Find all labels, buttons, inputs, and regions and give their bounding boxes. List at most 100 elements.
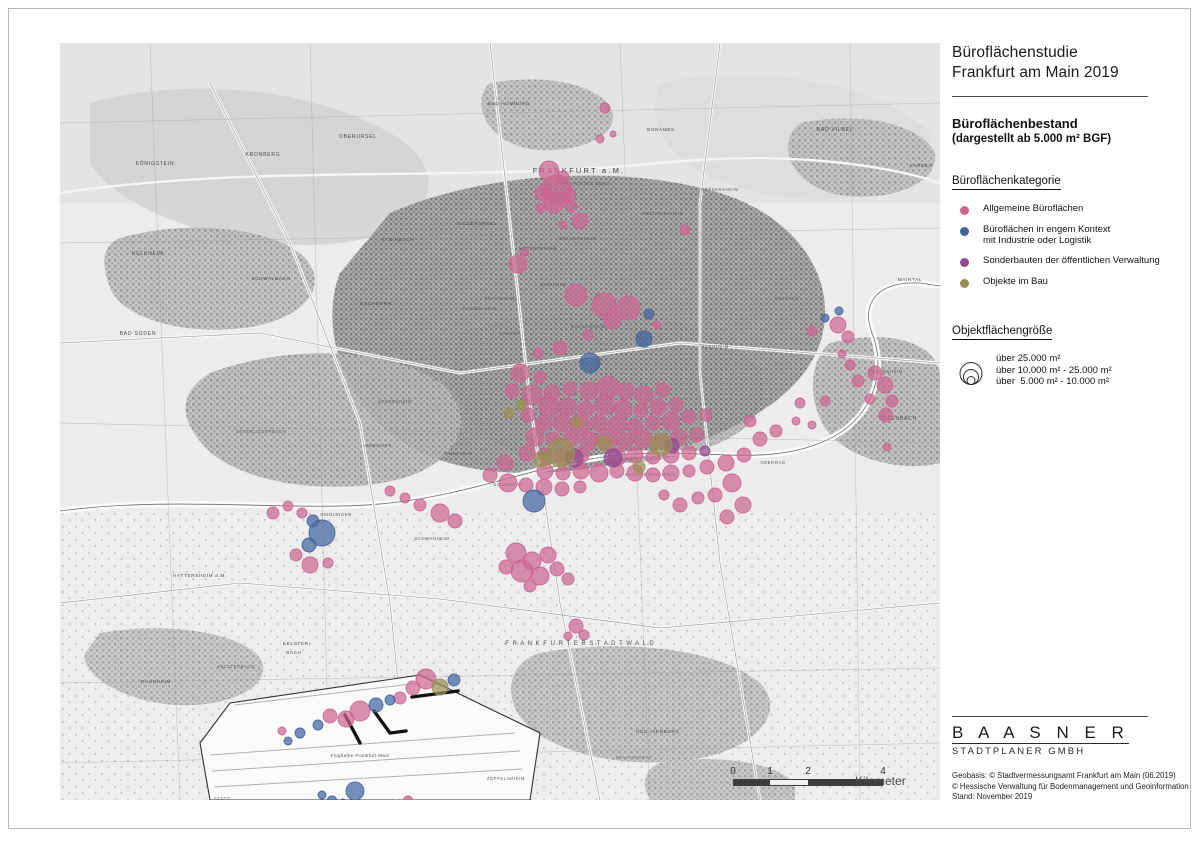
office-marker-general[interactable]: [851, 374, 865, 388]
office-marker-general[interactable]: [482, 467, 498, 483]
office-marker-general[interactable]: [734, 496, 752, 514]
office-marker-general[interactable]: [617, 382, 635, 400]
office-marker-general[interactable]: [791, 416, 801, 426]
office-marker-general[interactable]: [819, 395, 831, 407]
office-marker-general[interactable]: [532, 347, 544, 359]
office-marker-general[interactable]: [662, 464, 680, 482]
office-marker-general[interactable]: [530, 566, 550, 586]
office-marker-general[interactable]: [282, 500, 294, 512]
office-marker-general[interactable]: [573, 480, 587, 494]
office-marker-general[interactable]: [349, 700, 371, 722]
office-marker-general[interactable]: [579, 381, 599, 401]
office-marker-general[interactable]: [626, 446, 644, 464]
office-marker-general[interactable]: [564, 199, 578, 213]
office-marker-general[interactable]: [552, 340, 568, 356]
office-marker-general[interactable]: [539, 546, 557, 564]
office-marker-general[interactable]: [558, 220, 568, 230]
office-markers-layer[interactable]: [266, 102, 899, 800]
office-marker-administration[interactable]: [603, 448, 623, 468]
office-marker-general[interactable]: [521, 384, 543, 406]
office-marker-general[interactable]: [609, 130, 617, 138]
office-marker-general[interactable]: [837, 349, 847, 359]
office-marker-industry[interactable]: [326, 795, 338, 800]
office-marker-general[interactable]: [719, 509, 735, 525]
office-marker-general[interactable]: [743, 414, 757, 428]
map-canvas[interactable]: FRANKFURT a.M. FRANKFURTER BERG KÖNIGSTEIN…: [60, 43, 940, 800]
office-marker-general[interactable]: [266, 506, 280, 520]
office-marker-general[interactable]: [402, 795, 414, 800]
office-marker-general[interactable]: [595, 134, 605, 144]
office-marker-industry[interactable]: [635, 330, 653, 348]
office-marker-general[interactable]: [523, 579, 537, 593]
office-marker-general[interactable]: [520, 247, 530, 257]
office-marker-industry[interactable]: [368, 697, 384, 713]
office-marker-general[interactable]: [633, 429, 653, 449]
office-marker-general[interactable]: [538, 396, 560, 418]
office-marker-industry[interactable]: [522, 489, 546, 513]
office-marker-general[interactable]: [413, 498, 427, 512]
office-marker-construction[interactable]: [533, 450, 551, 468]
office-marker-general[interactable]: [652, 320, 662, 330]
office-marker-general[interactable]: [616, 432, 634, 450]
office-marker-general[interactable]: [549, 561, 565, 577]
office-marker-general[interactable]: [399, 492, 411, 504]
office-marker-general[interactable]: [645, 467, 661, 483]
office-marker-general[interactable]: [645, 415, 661, 431]
office-marker-general[interactable]: [589, 463, 609, 483]
office-marker-administration[interactable]: [699, 445, 711, 457]
office-marker-general[interactable]: [844, 359, 856, 371]
office-marker-general[interactable]: [552, 413, 572, 433]
office-marker-general[interactable]: [563, 631, 573, 641]
office-marker-general[interactable]: [582, 329, 594, 341]
office-marker-general[interactable]: [681, 445, 697, 461]
office-marker-general[interactable]: [496, 454, 514, 472]
office-marker-general[interactable]: [699, 459, 715, 475]
office-marker-general[interactable]: [699, 408, 713, 422]
office-marker-general[interactable]: [554, 481, 570, 497]
office-marker-construction[interactable]: [571, 416, 583, 428]
office-marker-general[interactable]: [535, 414, 553, 432]
office-marker-general[interactable]: [498, 473, 518, 493]
office-marker-construction[interactable]: [649, 433, 673, 457]
office-marker-general[interactable]: [504, 383, 520, 399]
office-marker-general[interactable]: [807, 420, 817, 430]
office-marker-general[interactable]: [384, 485, 396, 497]
office-marker-general[interactable]: [430, 503, 450, 523]
office-marker-industry[interactable]: [345, 781, 365, 800]
office-marker-construction[interactable]: [503, 407, 515, 419]
office-marker-industry[interactable]: [312, 719, 324, 731]
office-marker-general[interactable]: [878, 407, 894, 423]
office-marker-industry[interactable]: [579, 352, 601, 374]
office-marker-general[interactable]: [518, 444, 536, 462]
office-marker-general[interactable]: [864, 393, 876, 405]
office-marker-general[interactable]: [518, 477, 534, 493]
office-marker-general[interactable]: [655, 382, 671, 398]
office-marker-general[interactable]: [508, 254, 528, 274]
office-marker-industry[interactable]: [643, 308, 655, 320]
office-marker-construction[interactable]: [546, 438, 576, 468]
office-marker-general[interactable]: [806, 325, 818, 337]
office-marker-general[interactable]: [562, 381, 578, 397]
office-marker-general[interactable]: [405, 680, 421, 696]
office-marker-general[interactable]: [634, 385, 654, 405]
office-marker-industry[interactable]: [283, 736, 293, 746]
office-marker-general[interactable]: [599, 102, 611, 114]
office-marker-construction[interactable]: [515, 399, 527, 411]
office-marker-general[interactable]: [752, 431, 768, 447]
office-marker-general[interactable]: [679, 224, 691, 236]
office-marker-industry[interactable]: [384, 694, 396, 706]
office-marker-general[interactable]: [447, 513, 463, 529]
office-marker-general[interactable]: [829, 316, 847, 334]
office-marker-general[interactable]: [794, 397, 806, 409]
office-marker-general[interactable]: [498, 559, 514, 575]
office-marker-general[interactable]: [736, 447, 752, 463]
office-marker-general[interactable]: [571, 212, 589, 230]
office-marker-general[interactable]: [661, 411, 681, 431]
office-marker-industry[interactable]: [834, 306, 844, 316]
office-marker-industry[interactable]: [339, 798, 347, 800]
office-marker-general[interactable]: [296, 507, 308, 519]
office-marker-general[interactable]: [615, 295, 641, 321]
office-marker-general[interactable]: [707, 487, 723, 503]
office-marker-general[interactable]: [510, 363, 530, 383]
office-marker-industry[interactable]: [317, 790, 327, 800]
